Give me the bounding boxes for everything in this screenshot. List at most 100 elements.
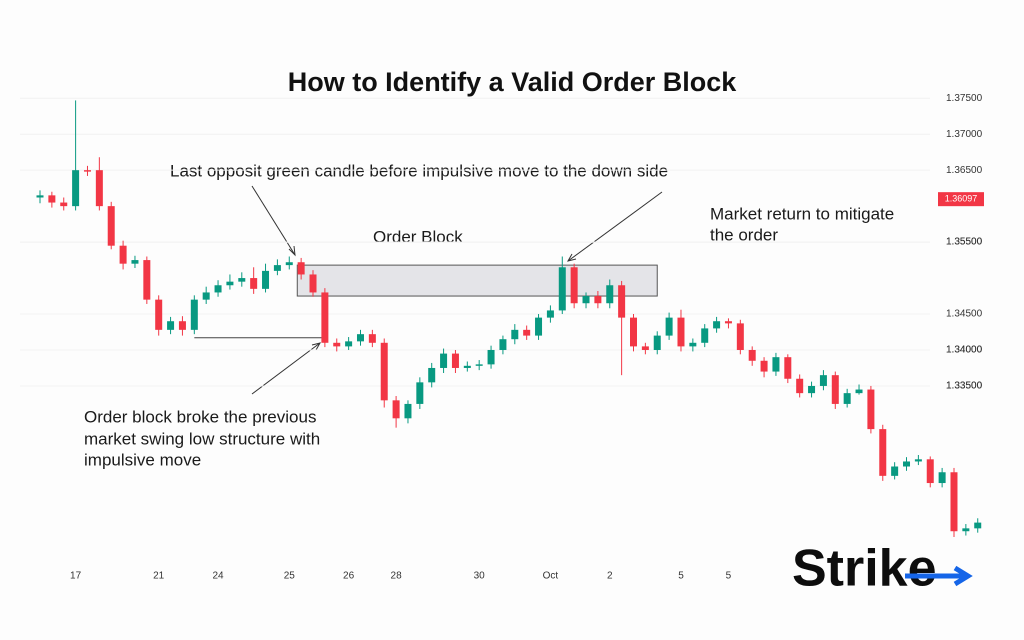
candle-body (202, 292, 210, 300)
candle-body (523, 329, 531, 336)
candle-body (535, 317, 543, 336)
last-price-label: 1.36097 (945, 194, 978, 204)
candle-body (463, 365, 471, 368)
candle-body (131, 260, 139, 264)
candle-body (380, 342, 388, 401)
candle-body (594, 296, 602, 304)
candle-body (368, 334, 376, 343)
candle-body (938, 472, 946, 484)
y-tick-label: 1.34500 (946, 309, 983, 320)
candle-body (962, 528, 970, 532)
candle-body (914, 459, 922, 462)
candle-body (36, 195, 44, 198)
logo: Strike (792, 540, 937, 598)
candle-body (499, 339, 507, 350)
candle-body (428, 367, 436, 383)
candle-body (713, 321, 721, 329)
candle-body (926, 459, 934, 484)
y-tick-label: 1.36500 (946, 165, 983, 176)
candle-body (119, 245, 127, 264)
candle-body (48, 195, 56, 203)
zone-label: Order Block (373, 227, 463, 246)
candle-body (796, 378, 804, 394)
y-tick-label: 1.37500 (946, 93, 983, 104)
candle-body (701, 328, 709, 343)
last-price-tag (938, 192, 984, 207)
arrow (251, 185, 296, 256)
candle-body (903, 461, 911, 467)
plot: 1.375001.370001.365001.355001.355001.345… (20, 93, 984, 582)
candle-body (843, 393, 851, 404)
y-tick-label: 1.34000 (946, 345, 983, 356)
candle-body (606, 285, 614, 304)
candle-body (107, 206, 115, 246)
arrow-head (288, 245, 296, 257)
annotation: market swing low structure with (84, 429, 320, 448)
candle-body (178, 321, 186, 330)
chart-title: How to Identify a Valid Order Block (288, 67, 738, 97)
candle-body (724, 321, 732, 324)
logo-accent (905, 565, 973, 587)
candle-body (155, 299, 163, 330)
annotation: impulsive move (84, 450, 201, 469)
candle-body (440, 353, 448, 368)
annotation: Market return to mitigate (710, 204, 894, 223)
candle-body (404, 403, 412, 419)
candle-body (974, 522, 982, 529)
candle-body (345, 341, 353, 347)
candle-body (273, 265, 281, 271)
order-block (296, 264, 658, 297)
candle-body (72, 170, 80, 207)
x-tick-label: 30 (474, 571, 486, 582)
candle-body (641, 346, 649, 350)
candle-body (653, 335, 661, 350)
candle-body (262, 270, 270, 289)
arrow-head (566, 253, 577, 262)
candle-body (356, 334, 364, 342)
candle-body (392, 400, 400, 419)
candle-body (665, 317, 673, 336)
candle-body (867, 389, 875, 430)
candle-body (226, 281, 234, 286)
candle-body (321, 292, 329, 343)
candle-body (167, 321, 175, 330)
x-tick-label: 26 (343, 571, 355, 582)
candle-body (511, 329, 519, 340)
candle-body (582, 296, 590, 304)
x-tick-label: 24 (212, 571, 224, 582)
candle-body (60, 202, 68, 207)
candle-body (333, 342, 341, 347)
annotation: Last opposit green candle before impulsi… (170, 161, 668, 180)
candle-body (891, 466, 899, 476)
candle-body (677, 317, 685, 347)
y-tick-label: 1.34000 (946, 345, 983, 356)
x-tick-label: 5 (726, 571, 732, 582)
candle-body (855, 389, 863, 394)
candle-body (819, 375, 827, 386)
candle-body (558, 267, 566, 311)
candle-body (630, 317, 637, 347)
candle-body (83, 170, 91, 172)
y-tick-label: 1.35500 (946, 237, 983, 248)
x-tick-label: Oct (543, 571, 559, 582)
arrow-head (311, 342, 322, 351)
candle-body (309, 274, 317, 293)
candle-body (772, 357, 780, 372)
candle-body (451, 353, 459, 368)
candle-body (784, 357, 792, 379)
x-tick-label: 5 (678, 571, 684, 582)
candle-body (950, 472, 958, 532)
candle-body (748, 349, 756, 361)
candle-body (831, 375, 839, 404)
candle-body (190, 299, 198, 330)
annotation: Order block broke the previous (84, 407, 316, 426)
x-tick-label: 21 (153, 571, 165, 582)
candle-body (416, 382, 424, 404)
annotation: the order (710, 225, 778, 244)
x-tick-label: 2 (607, 571, 613, 582)
x-tick-label: 25 (284, 571, 296, 582)
candle-body (570, 267, 578, 304)
candle-body (618, 285, 626, 318)
x-tick-label: 28 (391, 571, 403, 582)
candle-body (760, 360, 768, 372)
